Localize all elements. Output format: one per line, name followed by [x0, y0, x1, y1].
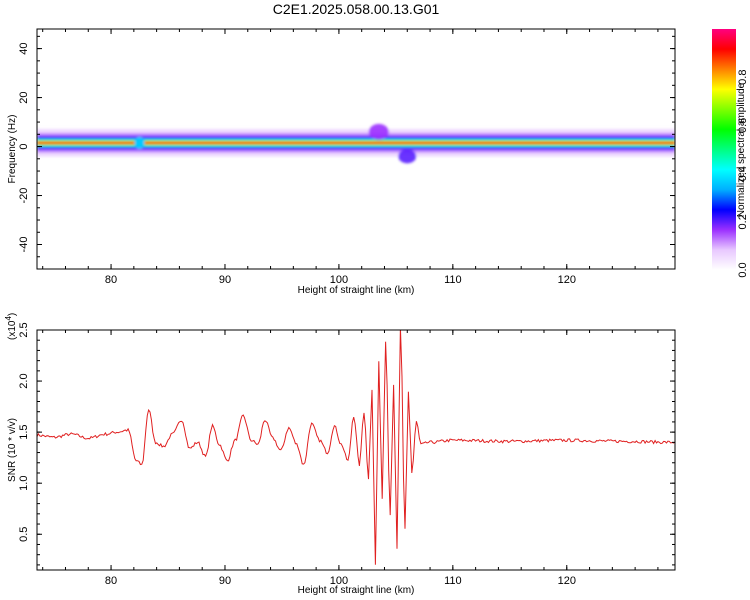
burst-upper	[368, 123, 389, 140]
y-tick-label: 2.0	[18, 373, 30, 388]
x-tick-label: 100	[330, 575, 348, 587]
snr-y-unit-base: (x10	[7, 320, 18, 340]
y-tick-label: -20	[18, 188, 30, 204]
x-tick-label: 110	[444, 274, 462, 286]
x-tick-label: 80	[105, 575, 117, 587]
snr-frame	[36, 329, 676, 571]
snr-x-axis-label: Height of straight line (km)	[298, 585, 415, 596]
y-tick-label: 0	[18, 143, 30, 149]
spectrogram-y-axis-label: Frequency (Hz)	[7, 115, 18, 184]
snr-panel: 80 90 100 110 120 0.5 1.0 1.5 2.0 2.5 Height of …	[4, 313, 676, 596]
colorbar: 0.0 0.2 0.4 0.6 0.8 Normalized spectral ampl…	[712, 29, 749, 278]
burst-lower	[398, 149, 417, 164]
y-tick-label: 2.5	[18, 322, 30, 337]
spectrogram-band	[37, 123, 675, 164]
x-tick-label: 110	[444, 575, 462, 587]
x-tick-label: 90	[219, 274, 231, 286]
spectrogram-panel: 80 90 100 110 120 40 20 0 -20 -40 Height of stra…	[7, 28, 676, 296]
band-layer-8	[37, 142, 675, 144]
snr-y-unit-label: (x104)	[4, 313, 18, 340]
x-tick-label: 100	[330, 274, 348, 286]
x-tick-label: 120	[558, 274, 576, 286]
y-tick-label: 1.0	[18, 476, 30, 491]
snr-y-axis-label: SNR (10 * v/v)	[7, 418, 18, 482]
colorbar-label: Normalized spectral amplitude	[736, 82, 747, 217]
snr-y-ticks: 0.5 1.0 1.5 2.0 2.5	[18, 322, 675, 542]
x-tick-label: 90	[219, 575, 231, 587]
colorbar-tick-label: 0.2	[737, 214, 749, 229]
spectrogram-x-axis-label: Height of straight line (km)	[298, 285, 415, 296]
band-notch	[134, 136, 145, 149]
y-tick-label: 0.5	[18, 527, 30, 542]
y-tick-label: 40	[18, 42, 30, 54]
colorbar-scale	[712, 29, 736, 270]
colorbar-ticks: 0.0 0.2 0.4 0.6 0.8	[737, 70, 749, 278]
snr-y-unit-exponent: 4	[4, 316, 13, 321]
colorbar-tick-label: 0.6	[737, 118, 749, 133]
colorbar-tick-label: 0.0	[737, 262, 749, 277]
y-tick-label: -40	[18, 237, 30, 253]
spectrogram-y-ticks: 40 20 0 -20 -40	[18, 42, 675, 252]
snr-series-line	[37, 330, 675, 565]
y-tick-label: 1.5	[18, 424, 30, 439]
colorbar-tick-label: 0.8	[737, 70, 749, 85]
y-tick-label: 20	[18, 91, 30, 103]
spectrogram-x-ticks: 80 90 100 110 120	[37, 29, 675, 286]
band-layers	[37, 123, 675, 164]
snr-plot-area	[37, 330, 675, 570]
figure-title: C2E1.2025.058.00.13.G01	[273, 1, 440, 17]
snr-x-ticks: 80 90 100 110 120	[37, 329, 675, 587]
colorbar-tick-label: 0.4	[737, 166, 749, 181]
x-tick-label: 120	[558, 575, 576, 587]
snr-y-unit-close: )	[7, 313, 18, 316]
spectrogram-frame	[36, 28, 676, 270]
x-tick-label: 80	[105, 274, 117, 286]
